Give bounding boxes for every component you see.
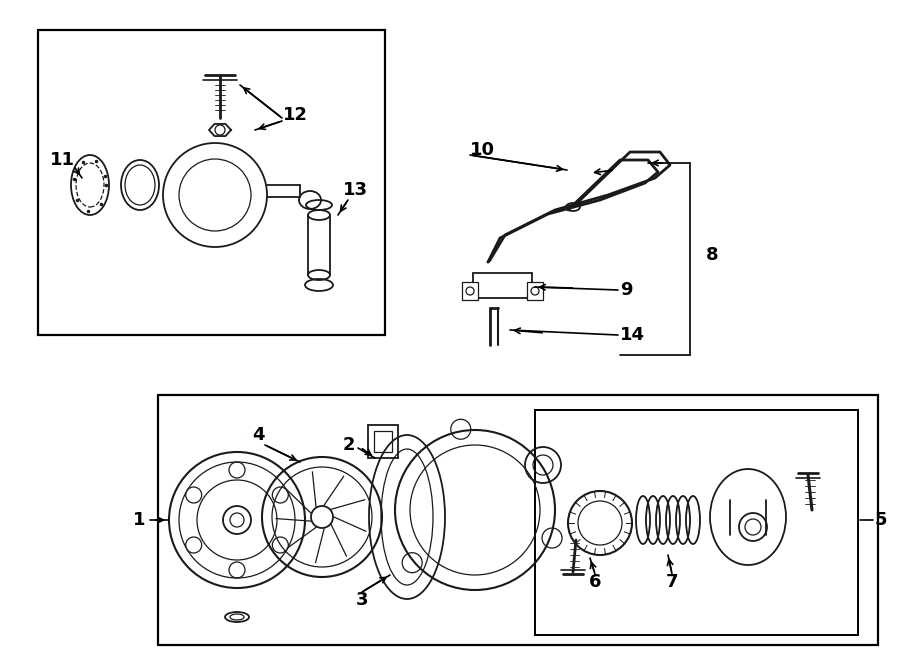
Text: 5: 5 <box>875 511 887 529</box>
Bar <box>38 30 385 335</box>
Bar <box>368 425 398 458</box>
Text: 2: 2 <box>343 436 355 454</box>
Bar <box>374 431 392 452</box>
Bar <box>462 282 478 300</box>
Text: 10: 10 <box>470 141 495 159</box>
Text: 4: 4 <box>252 426 265 444</box>
Text: 9: 9 <box>620 281 633 299</box>
Text: 8: 8 <box>706 246 718 264</box>
Text: 14: 14 <box>620 326 645 344</box>
Bar <box>473 273 532 298</box>
Text: 3: 3 <box>356 591 368 609</box>
Text: 11: 11 <box>50 151 75 169</box>
Text: 13: 13 <box>343 181 367 199</box>
Text: 6: 6 <box>589 573 601 591</box>
Bar <box>158 395 878 645</box>
Text: 7: 7 <box>666 573 679 591</box>
Text: 12: 12 <box>283 106 308 124</box>
Text: 1: 1 <box>132 511 145 529</box>
Bar <box>527 282 543 300</box>
Bar <box>535 410 858 635</box>
